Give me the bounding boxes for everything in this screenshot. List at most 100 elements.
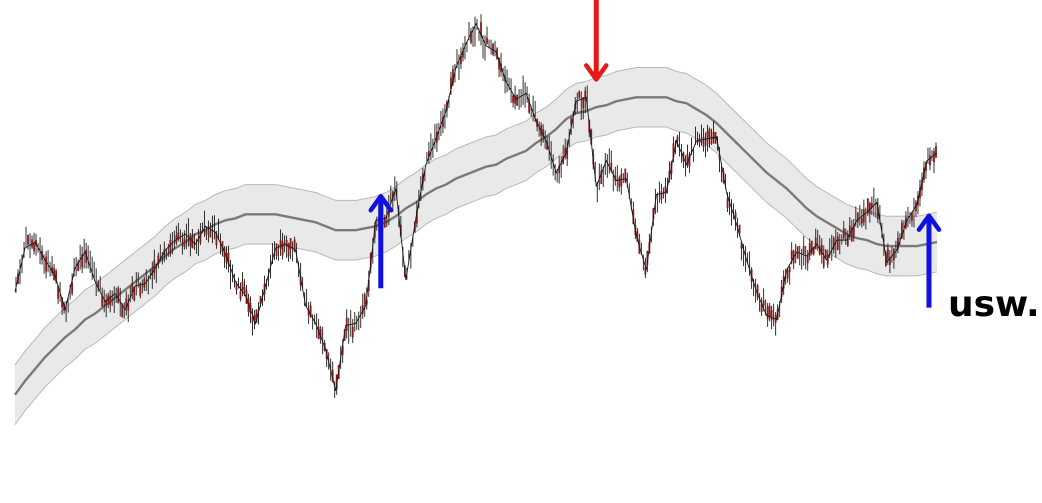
- price-body: [856, 212, 859, 223]
- price-body: [824, 250, 827, 258]
- price-body: [826, 254, 829, 265]
- price-body: [191, 237, 194, 248]
- price-body: [862, 209, 865, 223]
- price-body: [71, 282, 74, 294]
- price-body: [33, 242, 35, 252]
- price-body: [452, 69, 454, 84]
- price-body: [836, 236, 839, 251]
- price-body: [241, 281, 244, 291]
- price-body: [259, 295, 262, 304]
- price-body: [870, 202, 873, 208]
- price-body: [51, 266, 53, 273]
- price-body: [143, 278, 146, 288]
- price-body: [686, 154, 689, 165]
- price-body: [584, 90, 587, 101]
- price-body: [768, 305, 771, 317]
- price-body: [516, 94, 518, 106]
- price-body: [45, 256, 47, 272]
- price-body: [935, 146, 937, 158]
- price-body: [812, 246, 815, 255]
- price-body: [153, 260, 156, 273]
- price-body: [341, 345, 344, 355]
- price-body: [911, 212, 913, 221]
- price-body: [832, 238, 835, 250]
- price-body: [846, 235, 849, 246]
- price-body: [205, 230, 208, 235]
- price-body: [706, 131, 709, 145]
- price-body: [486, 37, 488, 44]
- band-lower-edge: [14, 126, 938, 425]
- price-body: [215, 233, 218, 246]
- price-body: [802, 245, 805, 254]
- price-body: [383, 217, 386, 228]
- price-body: [590, 130, 593, 145]
- price-body: [852, 224, 855, 236]
- price-body: [470, 31, 472, 43]
- price-body: [734, 212, 737, 219]
- price-body: [249, 302, 252, 313]
- price-body: [189, 234, 192, 246]
- price-body: [726, 198, 729, 208]
- price-body: [718, 154, 721, 160]
- price-body: [850, 227, 853, 241]
- price-body: [760, 303, 763, 312]
- price-body: [97, 281, 100, 288]
- price-body: [131, 283, 134, 294]
- price-body: [756, 285, 759, 297]
- price-body: [319, 329, 322, 339]
- price-body: [363, 294, 366, 304]
- price-body: [770, 310, 773, 321]
- price-body: [842, 228, 845, 239]
- price-body: [317, 326, 320, 340]
- band-upper-edge: [14, 67, 938, 366]
- price-body: [157, 255, 160, 264]
- price-body: [712, 131, 715, 139]
- price-body: [169, 240, 172, 254]
- price-body: [562, 155, 565, 165]
- price-body: [786, 270, 789, 279]
- price-body: [55, 270, 57, 282]
- price-body: [27, 234, 29, 245]
- price-body: [498, 57, 500, 70]
- price-body: [933, 151, 935, 163]
- price-body: [367, 279, 370, 292]
- price-body: [578, 91, 581, 98]
- buy-signal-arrow: [916, 213, 942, 308]
- price-body: [866, 198, 869, 214]
- price-body: [125, 298, 128, 308]
- price-body: [287, 243, 290, 257]
- price-body: [253, 314, 256, 321]
- price-body: [893, 248, 895, 261]
- price-body: [361, 304, 364, 314]
- price-body: [500, 63, 502, 73]
- price-body: [884, 252, 887, 267]
- price-body: [660, 191, 663, 200]
- price-body: [876, 206, 879, 220]
- price-body: [901, 222, 903, 238]
- price-body: [564, 147, 567, 157]
- price-body: [814, 237, 817, 250]
- price-body: [235, 283, 238, 290]
- price-body: [886, 248, 889, 259]
- price-body: [897, 237, 899, 249]
- price-body: [109, 295, 112, 306]
- price-body: [762, 300, 765, 306]
- price-body: [570, 118, 573, 125]
- price-body: [806, 255, 809, 264]
- price-body: [299, 275, 302, 286]
- price-body: [738, 224, 741, 234]
- price-body: [255, 309, 258, 323]
- price-body: [646, 250, 649, 265]
- price-body: [782, 276, 785, 289]
- price-body: [450, 77, 452, 89]
- price-body: [127, 302, 130, 311]
- price-body: [77, 262, 80, 272]
- price-body: [780, 286, 783, 297]
- price-body: [708, 128, 711, 138]
- price-body: [688, 156, 691, 167]
- price-body: [61, 297, 64, 308]
- price-body: [365, 300, 368, 305]
- price-body: [636, 231, 639, 242]
- price-body: [624, 168, 627, 182]
